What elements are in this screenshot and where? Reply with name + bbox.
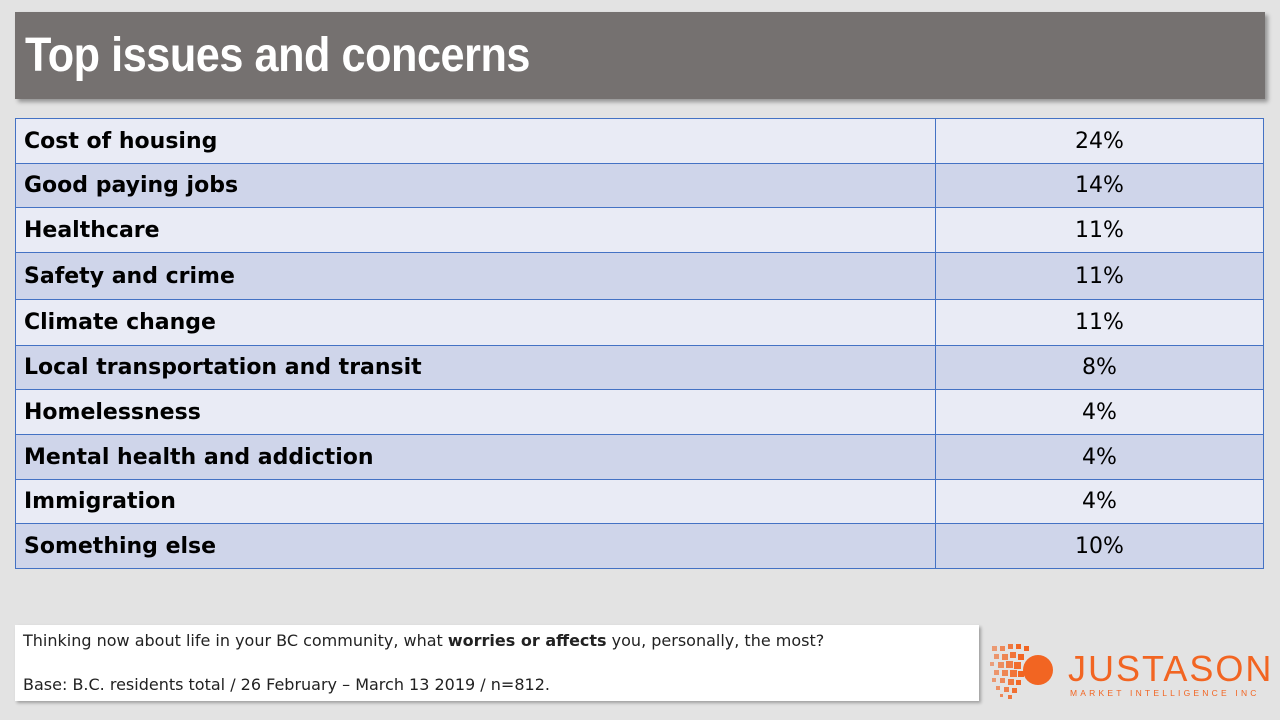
issue-label: Climate change [15, 299, 936, 346]
base-text: Base: B.C. residents total / 26 February… [23, 675, 550, 694]
logo-pixel [994, 670, 999, 675]
table-row: Cost of housing 24% [15, 118, 1264, 164]
logo-name: JUSTASON [1068, 648, 1274, 689]
issue-value: 4% [935, 479, 1264, 524]
logo-pixel [1016, 644, 1021, 649]
logo-mark-icon [990, 644, 1053, 699]
logo-pixel [1004, 687, 1009, 692]
table-row: Something else 10% [15, 523, 1264, 569]
logo-pixel [1002, 654, 1008, 660]
logo-pixel [998, 662, 1004, 668]
table-row: Homelessness 4% [15, 389, 1264, 435]
logo-pixel [1000, 694, 1003, 697]
table-row: Good paying jobs 14% [15, 163, 1264, 208]
issue-value: 11% [935, 207, 1264, 253]
table-row: Climate change 11% [15, 299, 1264, 346]
logo-pixel [1018, 654, 1024, 660]
logo-pixel [996, 686, 1000, 690]
table-row: Healthcare 11% [15, 207, 1264, 253]
question-text: Thinking now about life in your BC commu… [23, 631, 824, 650]
question-pre: Thinking now about life in your BC commu… [23, 631, 448, 650]
issue-label: Mental health and addiction [15, 434, 936, 480]
title-bar: Top issues and concerns [15, 12, 1265, 99]
issue-value: 11% [935, 252, 1264, 300]
logo-pixel [1008, 644, 1013, 649]
issue-value: 14% [935, 163, 1264, 208]
logo-pixel [1014, 662, 1021, 669]
issue-label: Healthcare [15, 207, 936, 253]
logo-pixel [994, 654, 999, 659]
logo-tagline: MARKET INTELLIGENCE INC [1070, 688, 1260, 698]
logo-pixel [992, 646, 997, 651]
issue-label: Homelessness [15, 389, 936, 435]
logo-pixel [1002, 670, 1008, 676]
issue-label: Safety and crime [15, 252, 936, 300]
table-row: Mental health and addiction 4% [15, 434, 1264, 480]
page-title: Top issues and concerns [25, 29, 530, 82]
question-note: Thinking now about life in your BC commu… [15, 625, 979, 701]
table-row: Immigration 4% [15, 479, 1264, 524]
issue-label: Good paying jobs [15, 163, 936, 208]
logo-pixel [1012, 688, 1017, 693]
logo-pixel [990, 662, 994, 666]
justason-logo: JUSTASON MARKET INTELLIGENCE INC [990, 640, 1271, 705]
logo-pixel [1000, 646, 1005, 651]
logo-pixel [1008, 679, 1014, 685]
issues-table: Cost of housing 24% Good paying jobs 14% Hea… [15, 118, 1264, 569]
issue-label: Local transportation and transit [15, 345, 936, 390]
table-row: Safety and crime 11% [15, 252, 1264, 300]
logo-pixel [1010, 652, 1016, 658]
issue-value: 10% [935, 523, 1264, 569]
logo-pixel [1024, 646, 1029, 651]
issue-value: 4% [935, 434, 1264, 480]
logo-pixel [1006, 661, 1013, 668]
question-post: you, personally, the most? [606, 631, 825, 650]
table-row: Local transportation and transit 8% [15, 345, 1264, 390]
logo-circle [1023, 655, 1053, 685]
logo-pixel [1008, 695, 1012, 699]
issue-label: Something else [15, 523, 936, 569]
issue-value: 8% [935, 345, 1264, 390]
issue-label: Cost of housing [15, 118, 936, 164]
issue-value: 11% [935, 299, 1264, 346]
issue-value: 4% [935, 389, 1264, 435]
logo-pixel [1010, 670, 1017, 677]
logo-pixel [1018, 671, 1024, 677]
logo-pixel [1000, 678, 1005, 683]
logo-pixel [992, 678, 996, 682]
logo-pixel [1016, 680, 1021, 685]
question-bold: worries or affects [447, 631, 607, 650]
issue-value: 24% [935, 118, 1264, 164]
issue-label: Immigration [15, 479, 936, 524]
